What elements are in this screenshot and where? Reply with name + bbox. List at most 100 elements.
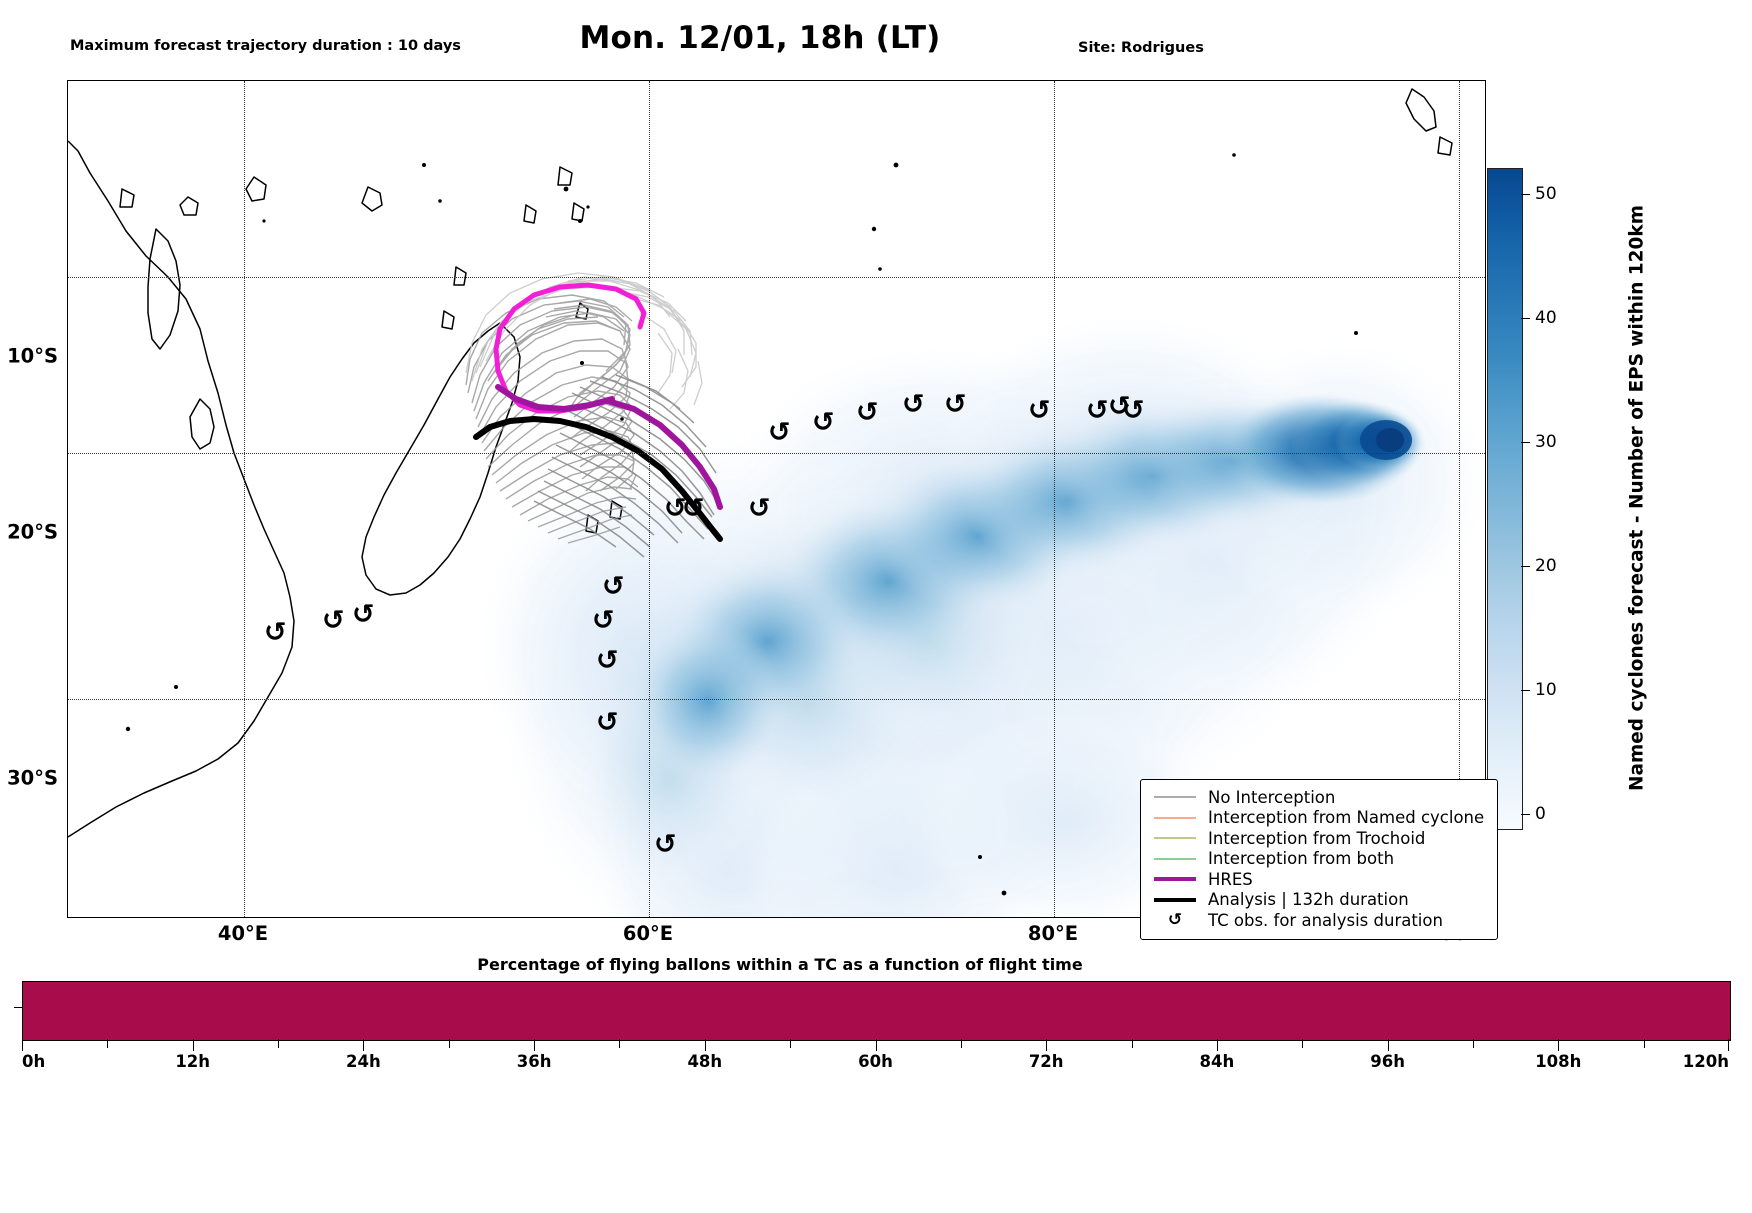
eps-density-field [478, 316, 1485, 917]
svg-text:↺: ↺ [264, 617, 287, 648]
svg-text:↺: ↺ [1108, 391, 1131, 422]
svg-text:↺: ↺ [902, 389, 925, 420]
colorbar-gradient [1487, 168, 1523, 830]
legend-item-named-cyclone[interactable]: Interception from Named cyclone [1152, 808, 1484, 829]
flight-time-tick-0h [22, 1039, 23, 1051]
forecast-map[interactable]: ↺ ↺ ↺ ↺ ↺ ↺ ↺ ↺ ↺ ↺ ↺ ↺ ↺ ↺ ↺ ↺ ↺ ↺ ↺ ↺ [67, 80, 1486, 918]
legend-label-no-interception: No Interception [1208, 787, 1336, 807]
legend-swatch-trochoid [1152, 828, 1198, 848]
svg-text:↺: ↺ [352, 599, 375, 630]
legend-swatch-hres [1152, 869, 1198, 889]
colorbar-label-20: 20 [1535, 556, 1557, 576]
graticule-lon-80 [1054, 81, 1055, 917]
lat-tick-30s: 30°S [7, 766, 58, 790]
flight-time-minor-tick-5 [960, 1039, 962, 1048]
svg-text:↺: ↺ [856, 397, 879, 428]
flight-time-tick-120h [1727, 1039, 1729, 1051]
legend-label-analysis: Analysis | 132h duration [1208, 890, 1409, 910]
colorbar-axis-label: Named cyclones forecast - Number of EPS … [1626, 204, 1648, 792]
flight-time-minor-tick-4 [790, 1039, 792, 1048]
map-graphics: ↺ ↺ ↺ ↺↺↺ ↺↺ ↺↺ ↺ ↺ ↺ ↺ ↺ ↺ ↺ ↺ ↺↺ [68, 88, 1485, 917]
legend-label-tc-obs: TC obs. for analysis duration [1208, 910, 1443, 930]
svg-text:↺: ↺ [596, 707, 619, 738]
graticule-lon-40 [244, 81, 245, 917]
legend-item-no-interception[interactable]: No Interception [1152, 787, 1484, 808]
flight-time-label-48h: 48h [687, 1052, 723, 1071]
svg-text:↺: ↺ [682, 493, 705, 524]
legend-swatch-analysis [1152, 890, 1198, 910]
colorbar-label-40: 40 [1535, 308, 1557, 328]
svg-text:↺: ↺ [596, 645, 619, 676]
legend-item-analysis[interactable]: Analysis | 132h duration [1152, 890, 1484, 911]
svg-text:↺: ↺ [1122, 395, 1145, 426]
colorbar-label-10: 10 [1535, 680, 1557, 700]
flight-time-tick-72h [1046, 1039, 1048, 1051]
svg-text:↺: ↺ [664, 493, 687, 524]
hres-track [493, 282, 723, 510]
flight-time-minor-tick-9 [1643, 1039, 1645, 1048]
flight-time-tick-12h [192, 1039, 194, 1051]
graticule-lat-30s [68, 699, 1485, 700]
colorbar-tick-40 [1521, 318, 1530, 319]
flight-time-label-60h: 60h [858, 1052, 893, 1071]
lon-tick-40e: 40°E [217, 922, 269, 945]
flight-time-label-84h: 84h [1199, 1052, 1235, 1071]
graticule-lat-20s [68, 453, 1485, 454]
legend-label-hres: HRES [1208, 869, 1253, 889]
flight-time-label-96h: 96h [1370, 1052, 1405, 1071]
flight-time-bar-fill [23, 982, 1730, 1040]
svg-text:↺: ↺ [592, 605, 615, 636]
svg-text:↺: ↺ [944, 389, 967, 420]
colorbar-label-0: 0 [1535, 804, 1546, 824]
analysis-track [473, 416, 723, 542]
graticule-lon-100 [1459, 81, 1460, 917]
legend-swatch-both [1152, 849, 1198, 869]
flight-time-tick-108h [1558, 1039, 1560, 1051]
lon-tick-60e: 60°E [622, 922, 674, 945]
legend-swatch-no-interception [1152, 787, 1198, 807]
flight-time-minor-tick-1 [278, 1039, 280, 1048]
page-title: Mon. 12/01, 18h (LT) [579, 20, 941, 56]
flight-time-tick-24h [363, 1039, 365, 1051]
legend-label-trochoid: Interception from Trochoid [1208, 828, 1426, 848]
flight-time-label-0h: 0h [22, 1052, 46, 1071]
flight-time-bar[interactable] [22, 981, 1731, 1041]
flight-time-label-72h: 72h [1028, 1052, 1064, 1071]
svg-text:↺: ↺ [654, 829, 677, 860]
colorbar: 0 10 20 30 40 50 Named cyclones forecast… [1487, 168, 1752, 830]
flight-time-tick-36h [534, 1039, 536, 1051]
flight-time-minor-tick-7 [1302, 1039, 1304, 1048]
legend-item-hres[interactable]: HRES [1152, 869, 1484, 890]
flight-time-label-108h: 108h [1535, 1052, 1582, 1071]
legend-item-both[interactable]: Interception from both [1152, 849, 1484, 870]
svg-text:↺: ↺ [768, 417, 791, 448]
flight-time-label-24h: 24h [346, 1052, 381, 1071]
legend-item-tc-obs[interactable]: ↺ TC obs. for analysis duration [1152, 910, 1484, 931]
flight-time-tick-84h [1216, 1039, 1218, 1051]
flight-time-label-120h: 120h [1682, 1052, 1729, 1071]
legend-label-named-cyclone: Interception from Named cyclone [1208, 808, 1485, 828]
bottom-bar-y-tick [14, 1007, 23, 1008]
colorbar-label-30: 30 [1535, 432, 1557, 452]
header-left-line-1: Maximum forecast trajectory duration : 1… [70, 38, 461, 54]
graticule-lat-10s [68, 277, 1485, 278]
flight-time-label-36h: 36h [516, 1052, 552, 1071]
island-dots [125, 153, 1358, 896]
flight-time-tick-48h [704, 1039, 706, 1051]
flight-time-ticks [22, 1039, 1729, 1051]
flight-time-tick-60h [875, 1039, 877, 1051]
site-line: Site: Rodrigues [1078, 40, 1204, 56]
flight-time-label-12h: 12h [175, 1052, 211, 1071]
legend-swatch-named-cyclone [1152, 808, 1198, 828]
svg-text:↺: ↺ [1086, 395, 1109, 426]
flight-time-minor-tick-8 [1472, 1039, 1474, 1048]
svg-text:↺: ↺ [812, 407, 835, 438]
bottom-bar-caption: Percentage of flying ballons within a TC… [477, 955, 1083, 974]
legend-label-both: Interception from both [1208, 849, 1395, 869]
colorbar-tick-30 [1521, 442, 1530, 443]
lat-tick-10s: 10°S [7, 344, 58, 368]
svg-text:↺: ↺ [748, 493, 771, 524]
legend-item-trochoid[interactable]: Interception from Trochoid [1152, 828, 1484, 849]
flight-time-labels: 0h 12h 24h 36h 48h 60h 72h 84h 96h 108h 120h [22, 1052, 1729, 1078]
map-legend: No Interception Interception from Named … [1140, 779, 1499, 940]
